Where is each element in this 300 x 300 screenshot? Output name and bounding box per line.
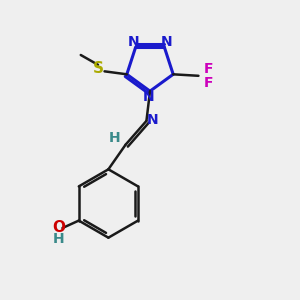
Text: F: F (204, 76, 214, 90)
Text: N: N (147, 113, 158, 127)
Text: H: H (53, 232, 65, 246)
Text: F: F (204, 62, 214, 76)
Text: N: N (161, 35, 172, 49)
Text: H: H (109, 131, 120, 145)
Text: O: O (52, 220, 65, 235)
Text: N: N (143, 90, 154, 104)
Text: S: S (92, 61, 104, 76)
Text: N: N (128, 35, 139, 49)
